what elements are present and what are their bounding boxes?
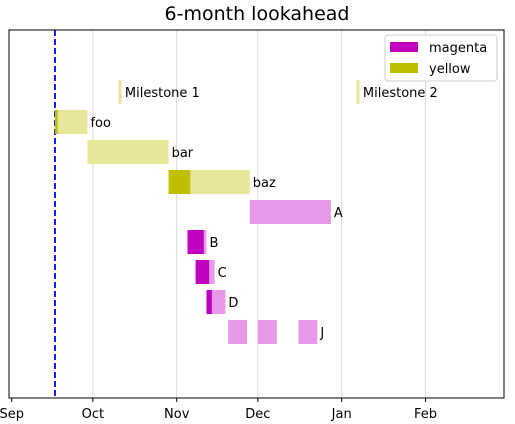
- task-label: D: [228, 296, 238, 311]
- plot-frame: [8, 29, 505, 399]
- milestone-marker: [118, 80, 122, 104]
- bar-labels: Milestone 1 Milestone 2 foo bar baz A BCD J: [90, 86, 437, 341]
- task-bar: [228, 320, 248, 344]
- task-bars: [54, 110, 331, 344]
- task-progress: [187, 230, 204, 254]
- legend: magenta yellow: [384, 34, 498, 82]
- task-label: B: [209, 236, 218, 251]
- x-tick-label: Feb: [414, 407, 437, 422]
- task-progress: [206, 290, 212, 314]
- task-label: baz: [253, 176, 276, 191]
- legend-label: magenta: [429, 41, 487, 56]
- legend-label: yellow: [429, 62, 471, 77]
- x-axis: Sep Oct Nov Dec Jan Feb: [0, 398, 437, 422]
- x-tick-label: Oct: [82, 407, 104, 422]
- chart-title: 6-month lookahead: [165, 3, 350, 25]
- task-bar: [249, 200, 331, 224]
- legend-swatch: [390, 42, 418, 52]
- task-bar: [54, 110, 88, 134]
- milestone-label: Milestone 2: [363, 86, 438, 101]
- legend-swatch: [390, 63, 418, 73]
- milestones: [118, 80, 360, 104]
- task-bar: [257, 320, 277, 344]
- task-progress: [168, 170, 191, 194]
- x-tick-label: Nov: [164, 407, 190, 422]
- task-progress: [54, 110, 58, 134]
- task-label: C: [218, 266, 227, 281]
- x-tick-label: Dec: [245, 407, 270, 422]
- task-label: foo: [90, 116, 111, 131]
- task-bar: [298, 320, 318, 344]
- task-label: J: [319, 326, 324, 341]
- milestone-label: Milestone 1: [125, 86, 200, 101]
- task-progress: [195, 260, 210, 284]
- x-tick-label: Sep: [0, 407, 24, 422]
- x-tick-label: Jan: [331, 407, 352, 422]
- task-label: bar: [172, 146, 194, 161]
- task-bar: [87, 140, 169, 164]
- milestone-marker: [356, 80, 360, 104]
- task-label: A: [334, 206, 343, 221]
